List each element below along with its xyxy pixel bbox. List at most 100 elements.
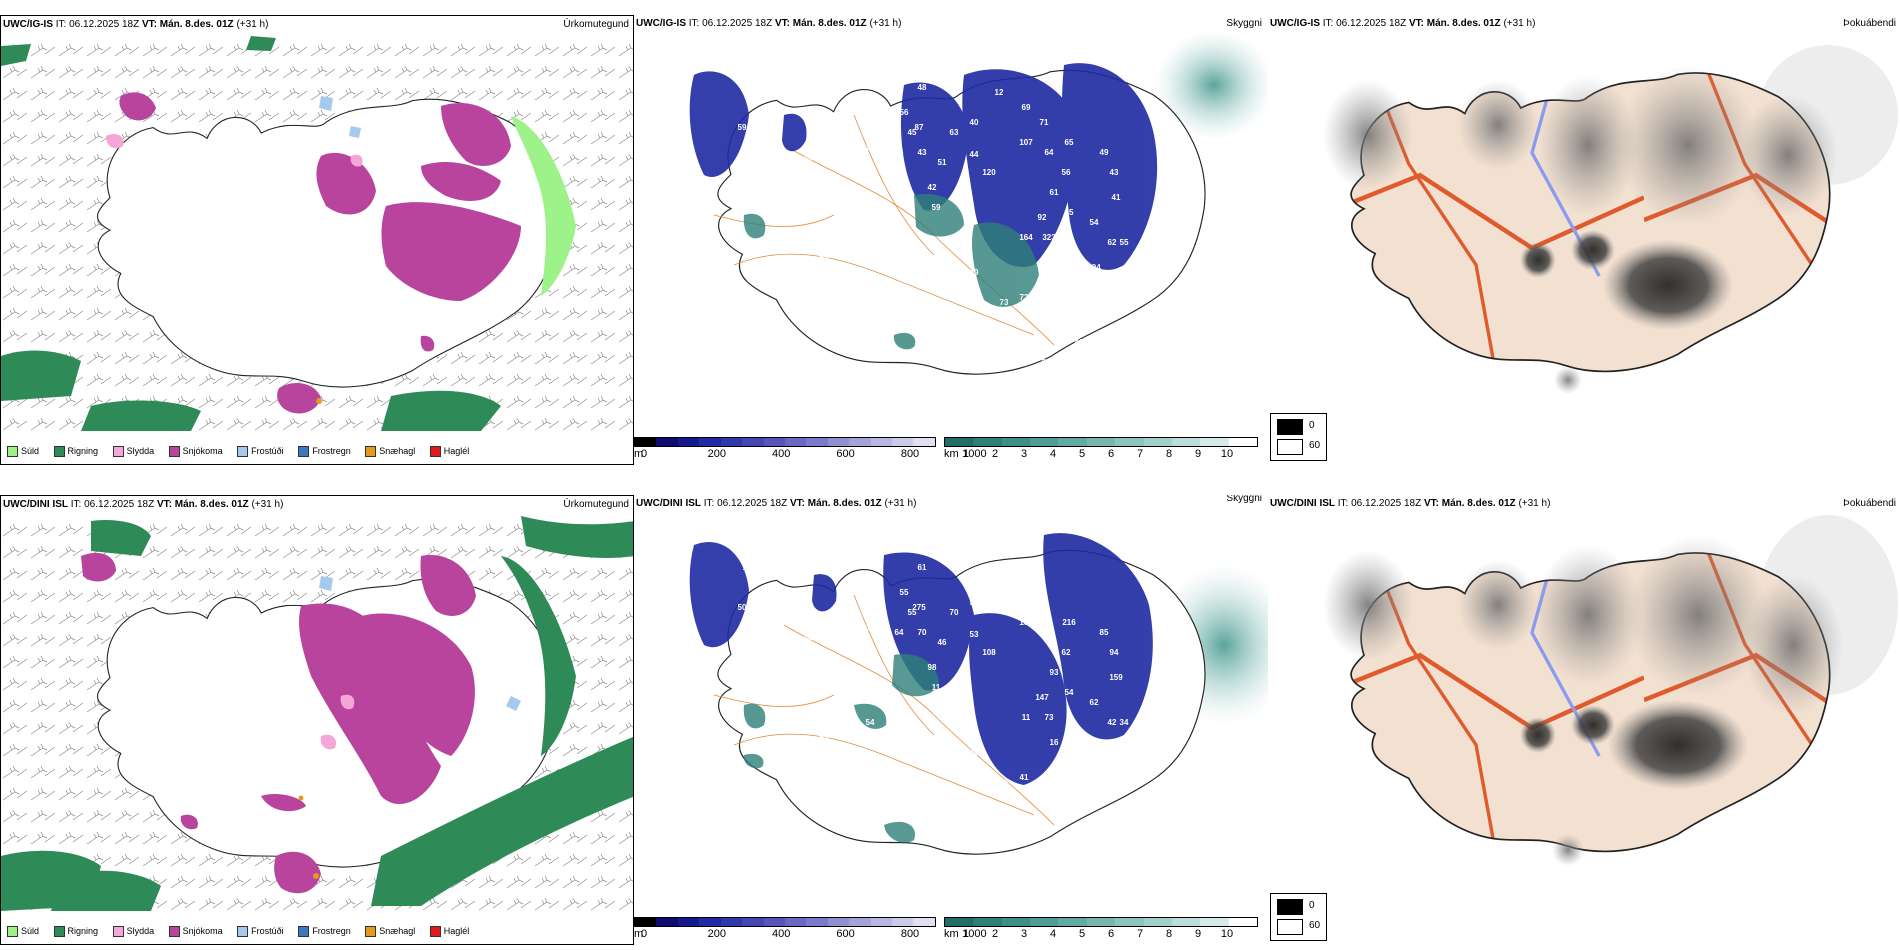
ceiling-value-label: 73	[1045, 713, 1054, 722]
ceiling-value-label: 32	[856, 108, 865, 117]
tick-label: 3	[1020, 928, 1028, 940]
ceiling-value-label: 159	[1109, 673, 1123, 682]
ceiling-value-label: 56	[900, 108, 909, 117]
ceiling-value-label: 41	[1020, 773, 1029, 782]
legend-label: 0	[1309, 900, 1315, 911]
tick-label: 9	[1194, 928, 1202, 940]
tick-label: 4	[1049, 928, 1057, 940]
panel-header: UWC/IG-IS IT: 06.12.2025 18Z VT: Mán. 8.…	[636, 18, 902, 29]
legend-swatch	[168, 926, 180, 938]
ceiling-value-label: 51	[938, 158, 947, 167]
colorbar-segment	[784, 918, 807, 926]
tick-label: 5	[1078, 448, 1086, 460]
colorbar-segment	[677, 918, 700, 926]
ceiling-value-label: 72	[1020, 293, 1029, 302]
tick-label: 10	[1220, 928, 1234, 940]
ceiling-value-label: 85	[1100, 628, 1109, 637]
ceiling-value-label: 42	[928, 183, 937, 192]
tick-label: 8	[1165, 448, 1173, 460]
colorbar-segment	[763, 918, 785, 926]
panel-type-title: Úrkomutegund	[563, 499, 629, 510]
panel-header: UWC/DINI ISL IT: 06.12.2025 18Z VT: Mán.…	[3, 499, 284, 510]
colorbar-segment	[892, 918, 914, 926]
legend-swatch	[365, 926, 377, 938]
ceiling-value-label: 216	[1062, 618, 1076, 627]
ceiling-colorbar	[634, 437, 936, 447]
ceiling-value-label: 127	[1059, 788, 1073, 797]
ceiling-value-label: 275	[912, 603, 926, 612]
colorbar-segment	[827, 438, 850, 446]
ceiling-value-label: 43	[918, 148, 927, 157]
tick-label: 800	[900, 928, 920, 940]
ceiling-value-label: 69	[1022, 103, 1031, 112]
colorbar-segment	[1058, 918, 1087, 926]
tick-label: 200	[707, 928, 726, 940]
ceiling-value-label: 34	[1120, 718, 1129, 727]
panel-header: UWC/IG-IS IT: 06.12.2025 18Z VT: Mán. 8.…	[3, 19, 269, 30]
ceiling-value-label: 63	[950, 128, 959, 137]
tick-label: 2	[991, 928, 999, 940]
ceiling-value-label: 167	[863, 238, 877, 247]
colorbar-segment	[892, 438, 914, 446]
legend-item: Slydda	[112, 446, 154, 458]
ceiling-value-label: 64	[895, 628, 904, 637]
fog-map	[1323, 45, 1898, 394]
tick-label: 1000	[962, 928, 987, 940]
ceiling-value-label: 54	[1090, 218, 1099, 227]
ceiling-value-label: 49	[1100, 148, 1109, 157]
legend-swatch	[7, 926, 18, 938]
ceiling-value-label: 46	[895, 148, 904, 157]
colorbar-segment	[1200, 918, 1229, 926]
panel-header: UWC/DINI ISL IT: 06.12.2025 18Z VT: Mán.…	[1270, 498, 1551, 509]
legend-item: Haglél	[429, 446, 469, 458]
ceiling-value-label: 59	[932, 203, 941, 212]
colorbar-segment	[742, 918, 764, 926]
ceiling-value-label: 62	[765, 588, 774, 597]
ceiling-value-label: 14	[1045, 803, 1054, 812]
ceiling-value-label: 55	[1022, 583, 1031, 592]
ceiling-value-label: 83	[775, 633, 784, 642]
visibility-map: 1146250828368598958122855863545053556155…	[689, 533, 1268, 915]
legend-label: 60	[1309, 920, 1321, 931]
colorbar-segment	[1115, 438, 1144, 446]
precip-panel-row1: UWC/IG-IS IT: 06.12.2025 18Z VT: Mán. 8.…	[0, 15, 634, 465]
tick-label: 800	[900, 448, 920, 460]
colorbar-segment	[1228, 438, 1257, 446]
ceiling-value-label: 62	[995, 568, 1004, 577]
ceiling-value-label: 108	[982, 648, 996, 657]
ceiling-value-label: 113	[1013, 358, 1026, 367]
colorbar-segment	[1143, 438, 1172, 446]
tick-label: 8	[1165, 928, 1173, 940]
legend-label: 60	[1309, 440, 1321, 451]
colorbar-segment	[913, 918, 935, 926]
ceiling-value-label: 323	[1042, 233, 1056, 242]
ceiling-value-label: 62	[820, 143, 829, 152]
legend-item: Súld	[7, 446, 39, 458]
panel-type-title: Þokuábendi	[1843, 498, 1896, 509]
tick-label: 200	[707, 448, 726, 460]
ceiling-value-label: 55	[900, 588, 909, 597]
colorbar-segment	[635, 438, 657, 446]
ceiling-value-label: 62	[862, 143, 871, 152]
legend-swatch	[298, 446, 310, 458]
tick-label: 6	[1107, 928, 1115, 940]
ceiling-value-label: 62	[1108, 238, 1117, 247]
colorbar-segment	[973, 438, 1002, 446]
ceiling-value-label: 93	[1050, 668, 1059, 677]
colorbar-segment	[1086, 918, 1116, 926]
colorbar-segment	[635, 918, 657, 926]
legend-swatch	[1277, 899, 1303, 915]
ceiling-value-label: 104	[1087, 263, 1101, 272]
tick-label: 600	[836, 448, 855, 460]
ceiling-value-label: 94	[1110, 648, 1119, 657]
ceiling-value-label: 120	[982, 168, 996, 177]
ceiling-value-label: 45	[908, 128, 917, 137]
panel-type-title: Skyggni	[1226, 495, 1262, 504]
legend-item: Rigning	[53, 446, 98, 458]
colorbar-segment	[945, 918, 974, 926]
ceiling-value-label: 65	[1065, 208, 1074, 217]
ceiling-value-label: 68	[788, 648, 797, 657]
ceiling-value-label: 58	[805, 633, 814, 642]
ceiling-value-label: 54	[866, 718, 875, 727]
ceiling-value-label: 60	[840, 243, 849, 252]
